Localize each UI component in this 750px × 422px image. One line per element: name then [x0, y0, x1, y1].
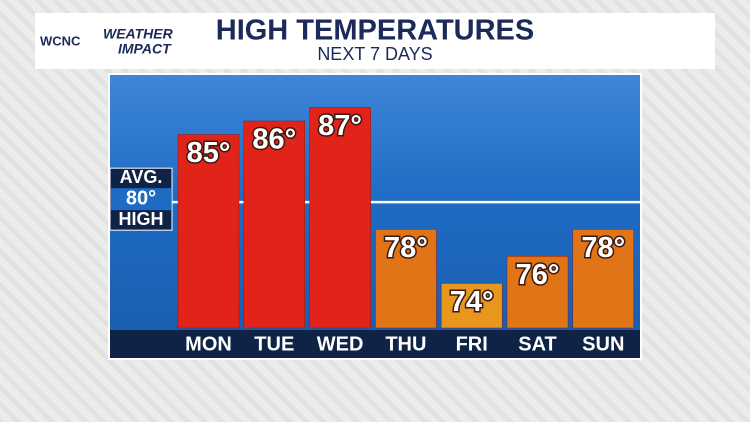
value-label: 76°: [516, 259, 560, 291]
value-label: 86°: [252, 124, 296, 156]
logo-station: WCNC: [40, 33, 81, 48]
average-bottom-label: HIGH: [119, 209, 164, 229]
header-banner: [35, 13, 715, 69]
bar: [177, 134, 240, 329]
chart-title: HIGH TEMPERATURES: [216, 15, 534, 47]
day-strip: [110, 330, 640, 358]
chart-subtitle: NEXT 7 DAYS: [317, 44, 432, 64]
bar: [440, 283, 503, 329]
logo-line2: IMPACT: [118, 41, 172, 57]
value-label: 74°: [450, 286, 494, 318]
x-tick-label: WED: [317, 333, 364, 355]
bar: [375, 228, 437, 329]
average-top-label: AVG.: [120, 167, 163, 187]
value-label: 78°: [581, 232, 625, 264]
x-tick-label: MON: [185, 333, 232, 355]
bar: [572, 228, 635, 329]
value-label: 78°: [384, 232, 428, 264]
average-value-label: 80°: [126, 187, 156, 209]
x-tick-label: THU: [385, 333, 426, 355]
average-value-box: [111, 188, 171, 211]
bar: [243, 120, 306, 329]
x-tick-label: SUN: [582, 333, 624, 355]
x-tick-label: TUE: [254, 333, 294, 355]
value-label: 85°: [187, 137, 231, 169]
bar: [506, 256, 569, 329]
logo-line1: WEATHER: [103, 26, 174, 42]
x-tick-label: SAT: [518, 333, 557, 355]
value-label: 87°: [318, 110, 362, 142]
x-tick-label: FRI: [456, 333, 488, 355]
bar: [309, 107, 371, 329]
